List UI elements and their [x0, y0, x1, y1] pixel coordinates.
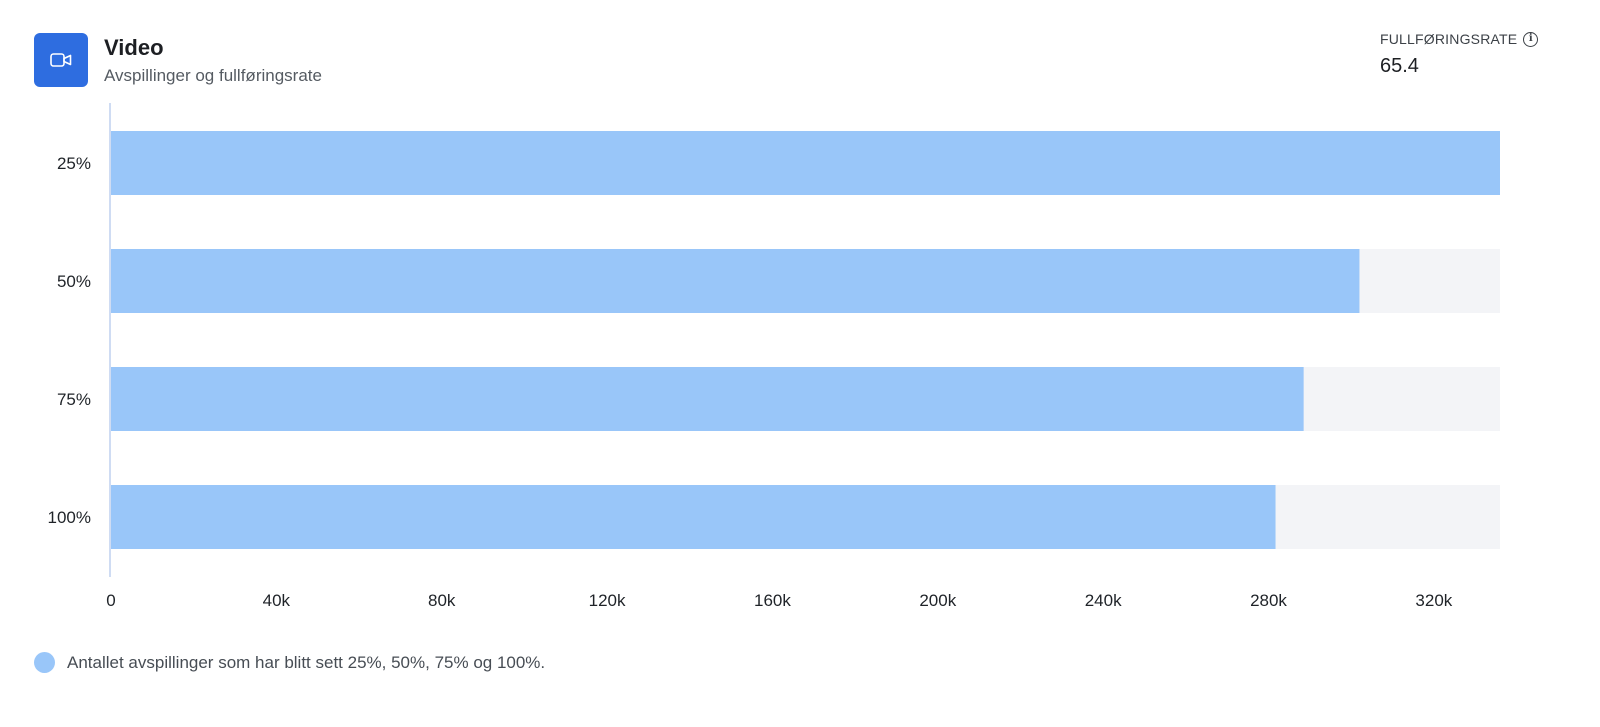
x-tick-label: 320k	[1415, 591, 1452, 610]
bar[interactable]	[111, 131, 1500, 195]
x-tick-label: 0	[106, 591, 115, 610]
completion-rate-label: FULLFØRINGSRATE	[1380, 31, 1518, 47]
y-tick-label: 100%	[48, 508, 91, 527]
legend-swatch	[34, 652, 55, 673]
bar[interactable]	[111, 485, 1276, 549]
bar-chart: 25% 50% 75% 100% 0 40k 80k 120k 160k 200k 240k 280k…	[48, 103, 1500, 610]
video-icon	[34, 33, 88, 87]
card-header: Video Avspillinger og fullføringsrate	[34, 33, 322, 87]
x-tick-label: 160k	[754, 591, 791, 610]
info-icon[interactable]: i	[1523, 31, 1539, 47]
chart-legend[interactable]: Antallet avspillinger som har blitt sett…	[34, 652, 545, 673]
y-tick-label: 50%	[57, 272, 91, 291]
card-title: Video	[104, 35, 164, 60]
x-tick-label: 280k	[1250, 591, 1287, 610]
x-tick-label: 240k	[1085, 591, 1122, 610]
x-tick-label: 120k	[589, 591, 626, 610]
card-subtitle: Avspillinger og fullføringsrate	[104, 66, 322, 85]
completion-rate-metric: FULLFØRINGSRATE i 65.4	[1380, 30, 1539, 78]
legend-label: Antallet avspillinger som har blitt sett…	[67, 652, 546, 672]
x-tick-label: 80k	[428, 591, 456, 610]
completion-rate-value: 65.4	[1380, 55, 1419, 77]
x-tick-label: 40k	[263, 591, 291, 610]
y-tick-label: 75%	[57, 390, 91, 409]
y-tick-label: 25%	[57, 154, 91, 173]
bar[interactable]	[111, 367, 1304, 431]
x-tick-label: 200k	[919, 591, 956, 610]
bar[interactable]	[111, 249, 1360, 313]
